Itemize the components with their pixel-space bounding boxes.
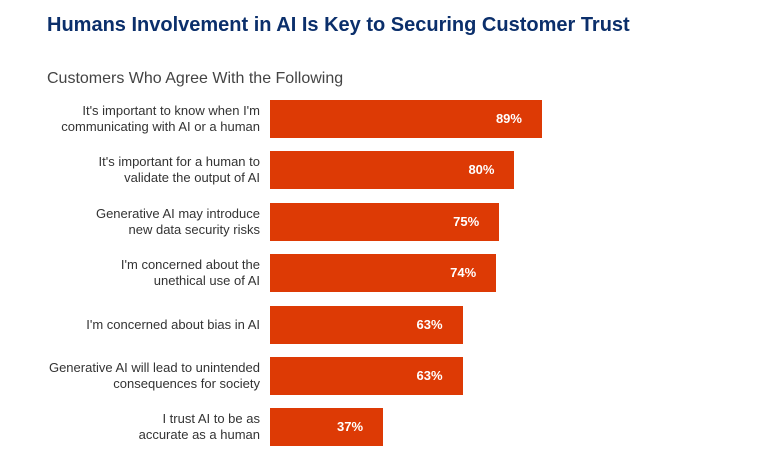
category-label: Generative AI will lead to unintended co… (48, 360, 260, 391)
value-label: 89% (495, 111, 522, 126)
bar (270, 202, 500, 241)
bar (270, 100, 542, 138)
value-label: 37% (337, 419, 364, 435)
value-label: 74% (450, 265, 477, 281)
value-label: 63% (416, 368, 443, 383)
category-label: It's important for a human to validate t… (98, 154, 260, 186)
value-label: 75% (453, 213, 480, 229)
chart-title: Humans Involvement in AI Is Key to Secur… (47, 14, 630, 36)
value-label: 63% (416, 316, 443, 332)
chart-subtitle: Customers Who Agree With the Following (47, 70, 344, 87)
category-label: I'm concerned about bias in AI (86, 316, 260, 332)
category-label: It's important to know when I'm communic… (61, 103, 260, 134)
category-label: Generative AI may introduce new data sec… (95, 205, 260, 237)
bar (270, 151, 515, 190)
bar (270, 254, 497, 293)
value-label: 80% (468, 162, 495, 178)
bar (270, 408, 384, 447)
bar (270, 305, 463, 344)
category-label: I'm concerned about the unethical use of… (120, 257, 260, 289)
category-label: I trust AI to be as accurate as a human (138, 411, 260, 443)
bar (270, 357, 463, 395)
